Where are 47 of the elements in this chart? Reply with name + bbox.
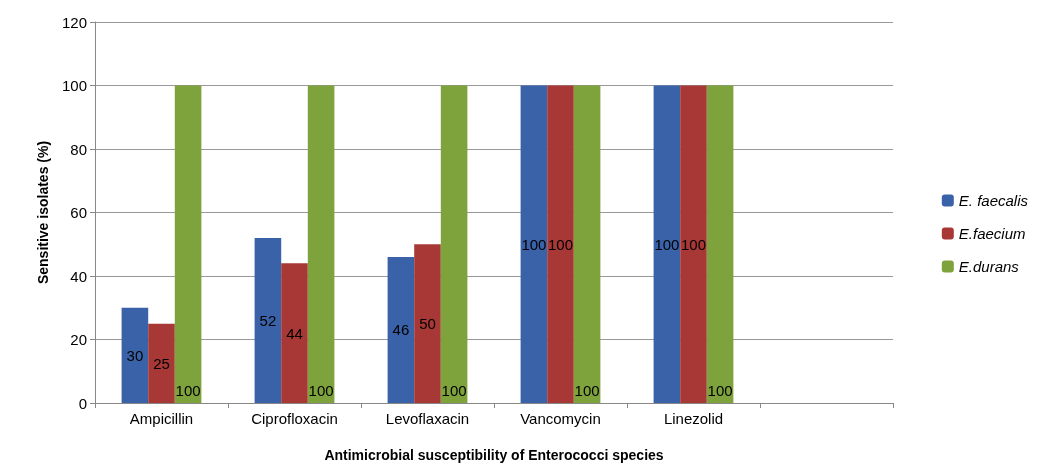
x-tick-label: Ampicillin — [129, 410, 194, 427]
bar — [281, 263, 308, 403]
y-tick-label: 80 — [70, 140, 87, 158]
x-tick-label: Ciprofloxacin — [251, 410, 338, 427]
data-label: 30 — [126, 346, 144, 364]
bar — [414, 244, 441, 403]
data-label: 100 — [707, 382, 733, 399]
y-tick-label: 60 — [70, 204, 87, 221]
bar — [547, 85, 574, 403]
data-label: 100 — [441, 382, 467, 399]
bar — [148, 323, 175, 403]
y-tick-label: 0 — [78, 394, 87, 412]
data-label: 46 — [392, 321, 410, 339]
legend-label: E. faecalis — [958, 192, 1029, 209]
bar — [254, 237, 282, 403]
data-label: 100 — [175, 382, 201, 399]
data-label: 25 — [153, 354, 170, 372]
bar — [573, 85, 601, 403]
bar — [680, 85, 707, 403]
x-tick-label: Vancomycin — [520, 410, 601, 427]
y-tick-label: 40 — [70, 267, 87, 285]
data-label: 100 — [680, 235, 707, 253]
data-label: 100 — [521, 235, 547, 253]
bar — [653, 85, 681, 403]
data-label: 100 — [574, 382, 600, 399]
bar — [121, 307, 149, 403]
y-tick-label: 100 — [61, 77, 87, 94]
data-label: 100 — [654, 235, 680, 253]
data-label: 100 — [308, 382, 334, 399]
bar — [706, 85, 734, 403]
x-tick-label: Levoflaxacin — [385, 410, 470, 427]
bar — [174, 85, 202, 403]
data-label: 50 — [419, 315, 436, 333]
bar — [440, 85, 468, 403]
bar — [387, 256, 415, 403]
y-axis-title: Sensitive isolates (%) — [35, 140, 51, 285]
bar — [307, 85, 335, 403]
legend-label: E.durans — [958, 258, 1020, 275]
legend-label: E.faecium — [958, 225, 1026, 242]
data-label: 52 — [259, 311, 277, 329]
data-label: 44 — [286, 324, 303, 342]
data-label: 100 — [547, 235, 574, 253]
x-tick-label: Linezolid — [663, 410, 724, 427]
bar — [520, 85, 548, 403]
y-tick-label: 20 — [70, 331, 87, 348]
x-axis-title: Antimicrobial susceptibility of Enterococci species — [324, 447, 664, 463]
y-tick-label: 120 — [61, 13, 87, 31]
